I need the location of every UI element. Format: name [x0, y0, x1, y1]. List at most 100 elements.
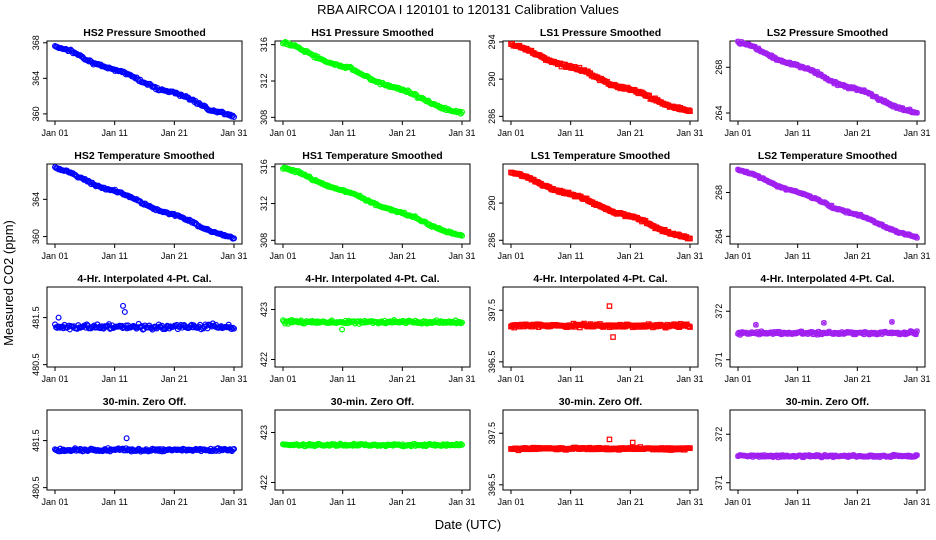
x-tick-label: Jan 11: [101, 374, 127, 384]
x-tick-label: Jan 21: [161, 251, 188, 261]
panel-title: 30-min. Zero Off.: [103, 396, 187, 408]
x-tick-label: Jan 11: [329, 497, 355, 507]
series-markers: [735, 451, 920, 461]
data-point: [629, 439, 636, 446]
panel-title: 4-Hr. Interpolated 4-Pt. Cal.: [305, 273, 439, 285]
y-tick-label: 264: [714, 105, 724, 120]
data-point: [821, 319, 827, 326]
x-tick-label: Jan 31: [448, 374, 475, 384]
x-tick-label: Jan 11: [329, 251, 355, 261]
panel-frame: [46, 40, 243, 122]
series-markers: [280, 317, 466, 333]
x-tick-label: Jan 01: [724, 374, 751, 384]
x-tick-label: Jan 01: [497, 374, 524, 384]
x-tick-label: Jan 01: [724, 497, 751, 507]
x-tick-label: Jan 01: [41, 251, 68, 261]
panel-2-2: 4-Hr. Interpolated 4-Pt. Cal.396.5397.5J…: [487, 273, 704, 384]
data-point: [231, 325, 238, 332]
data-point: [687, 445, 693, 451]
x-tick-label: Jan 21: [844, 251, 871, 261]
data-point: [914, 452, 920, 459]
x-tick-label: Jan 31: [448, 497, 475, 507]
data-point: [392, 84, 399, 91]
series-markers: [508, 169, 693, 242]
y-tick-label: 308: [259, 110, 269, 125]
series-markers: [508, 41, 693, 114]
x-tick-label: Jan 01: [269, 128, 296, 138]
x-tick-label: Jan 31: [676, 374, 703, 384]
y-tick-label: 372: [714, 304, 724, 319]
data-point: [231, 113, 238, 120]
data-point: [687, 324, 693, 330]
data-point-ring: [914, 234, 920, 241]
series-markers: [508, 303, 693, 340]
x-tick-label: Jan 21: [389, 251, 416, 261]
data-point-ring: [821, 319, 827, 326]
panel-frame: [502, 163, 699, 245]
data-point: [459, 441, 466, 448]
panel-title: 30-min. Zero Off.: [559, 396, 643, 408]
data-point: [456, 319, 463, 326]
x-tick-label: Jan 31: [676, 128, 703, 138]
data-point: [121, 308, 128, 315]
x-tick-label: Jan 01: [724, 128, 751, 138]
data-point: [606, 303, 613, 309]
data-point: [330, 184, 337, 191]
x-tick-label: Jan 31: [220, 497, 247, 507]
x-tick-label: Jan 11: [557, 374, 583, 384]
x-tick-label: Jan 21: [617, 251, 644, 261]
x-tick-label: Jan 31: [448, 128, 475, 138]
x-tick-label: Jan 31: [448, 251, 475, 261]
data-point: [55, 314, 62, 321]
series-markers: [735, 38, 920, 116]
y-tick-label: 308: [259, 233, 269, 248]
y-tick-label: 423: [259, 302, 269, 317]
data-point-ring: [753, 321, 759, 328]
x-tick-label: Jan 11: [784, 497, 810, 507]
panel-title: HS1 Temperature Smoothed: [302, 150, 442, 162]
data-point: [606, 436, 613, 443]
data-point: [123, 435, 130, 442]
series-markers: [51, 435, 238, 455]
panel-frame: [46, 286, 243, 368]
x-axis-label: Date (UTC): [435, 517, 501, 532]
y-tick-label: 480.5: [31, 353, 41, 376]
y-tick-label: 423: [259, 425, 269, 440]
series-markers: [51, 43, 238, 120]
x-tick-label: Jan 11: [329, 374, 355, 384]
data-point: [459, 108, 466, 115]
data-point: [300, 47, 307, 54]
x-tick-label: Jan 11: [557, 251, 583, 261]
y-tick-label: 364: [31, 71, 41, 86]
data-point: [914, 234, 920, 241]
x-tick-label: Jan 31: [903, 251, 930, 261]
x-tick-label: Jan 01: [497, 251, 524, 261]
x-tick-label: Jan 11: [101, 251, 127, 261]
y-tick-label: 396.5: [487, 351, 497, 374]
y-tick-label: 290: [487, 72, 497, 87]
y-tick-label: 368: [31, 35, 41, 50]
x-tick-label: Jan 01: [41, 374, 68, 384]
y-tick-label: 480.5: [31, 476, 41, 499]
data-point: [687, 108, 693, 114]
y-tick-label: 397.5: [487, 299, 497, 322]
x-tick-label: Jan 21: [844, 374, 871, 384]
y-axis-label: Measured CO2 (ppm): [1, 220, 16, 346]
panel-title: HS2 Pressure Smoothed: [83, 27, 206, 39]
series-markers: [735, 166, 920, 241]
x-tick-label: Jan 31: [220, 128, 247, 138]
panel-frame: [46, 409, 243, 491]
x-tick-label: Jan 01: [41, 128, 68, 138]
y-tick-label: 397.5: [487, 422, 497, 445]
data-point: [914, 328, 920, 335]
